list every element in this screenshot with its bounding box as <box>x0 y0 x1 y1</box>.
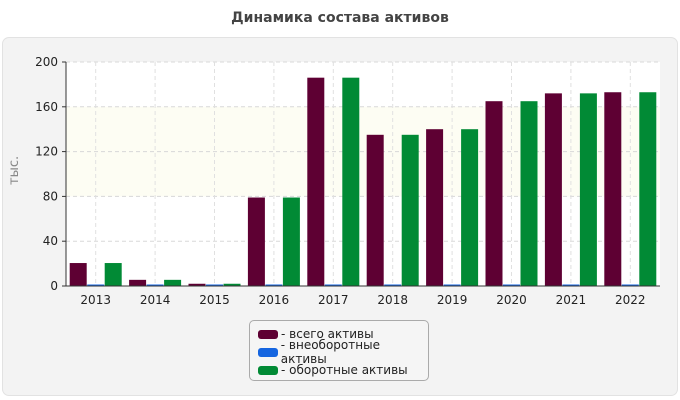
legend-swatch-current <box>258 365 278 375</box>
legend-item-noncurrent: - внеоборотные активы <box>258 338 428 366</box>
legend-label-current: - оборотные активы <box>281 363 408 377</box>
bar-current-assets <box>401 134 419 286</box>
legend-swatch-noncurrent <box>258 347 278 357</box>
y-tick-label: 200 <box>35 55 58 69</box>
y-tick-label: 120 <box>35 145 58 159</box>
x-tick-label: 2018 <box>377 293 408 307</box>
bar-noncurrent-assets <box>265 284 283 286</box>
bar-current-assets <box>520 101 538 286</box>
legend-item-total: - всего активы <box>258 325 428 343</box>
x-tick-label: 2016 <box>259 293 290 307</box>
bar-total-assets <box>69 263 87 286</box>
bar-total-assets <box>426 129 444 286</box>
x-tick-label: 2015 <box>199 293 230 307</box>
bar-current-assets <box>104 263 122 286</box>
legend-label-noncurrent: - внеоборотные активы <box>280 338 380 366</box>
bar-noncurrent-assets <box>621 284 639 286</box>
y-axis-label: тыс. <box>7 155 22 185</box>
x-tick-label: 2022 <box>615 293 646 307</box>
bar-total-assets <box>129 279 147 286</box>
bar-total-assets <box>307 77 325 287</box>
y-tick-label: 80 <box>43 189 58 203</box>
bar-noncurrent-assets <box>206 284 223 286</box>
bar-noncurrent-assets <box>146 284 164 286</box>
bar-current-assets <box>639 92 657 287</box>
bar-current-assets <box>164 279 182 286</box>
bar-current-assets <box>461 129 479 286</box>
legend-item-current: - оборотные активы <box>258 361 428 379</box>
x-tick-label: 2017 <box>318 293 349 307</box>
bar-total-assets <box>366 134 384 286</box>
bar-current-assets <box>342 77 360 287</box>
legend-swatch-total <box>258 329 278 339</box>
legend-label-total: - всего активы <box>281 327 374 341</box>
bar-noncurrent-assets <box>443 284 461 286</box>
bar-noncurrent-assets <box>384 284 402 286</box>
bar-current-assets <box>282 197 300 286</box>
bar-total-assets <box>188 283 206 286</box>
bar-total-assets <box>544 93 562 286</box>
y-tick-label: 0 <box>50 279 58 293</box>
bar-noncurrent-assets <box>87 284 105 286</box>
x-tick-label: 2021 <box>556 293 587 307</box>
bar-noncurrent-assets <box>562 284 580 286</box>
y-tick-label: 40 <box>43 234 58 248</box>
bar-total-assets <box>604 92 622 287</box>
bar-current-assets <box>579 93 597 286</box>
chart-title: Динамика состава активов <box>231 10 449 26</box>
legend: - всего активы - внеоборотные активы - о… <box>249 320 429 381</box>
bar-total-assets <box>247 197 265 286</box>
bar-total-assets <box>485 101 503 286</box>
x-tick-label: 2019 <box>437 293 468 307</box>
x-tick-label: 2020 <box>496 293 527 307</box>
bar-noncurrent-assets <box>324 284 342 286</box>
y-tick-label: 160 <box>35 100 58 114</box>
bar-current-assets <box>223 283 241 286</box>
x-tick-label: 2013 <box>80 293 111 307</box>
x-tick-label: 2014 <box>140 293 171 307</box>
bar-noncurrent-assets <box>503 284 520 286</box>
